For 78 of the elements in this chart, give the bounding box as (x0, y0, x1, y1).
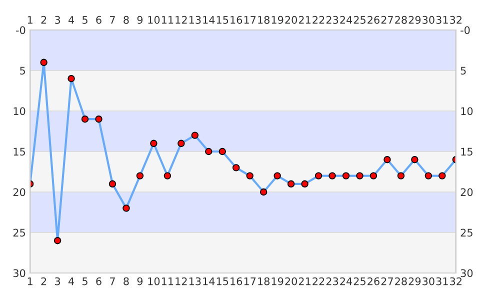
x2-tick-label: 27 (381, 16, 393, 24)
x-tick-label: 24 (340, 277, 352, 286)
x2-tick-label: 6 (96, 16, 102, 24)
x2-tick-label: 29 (408, 16, 421, 24)
x-tick-label: 9 (137, 277, 143, 286)
x-tick-label: 15 (216, 277, 228, 286)
x-tick-label: 7 (110, 277, 115, 286)
x2-tick-label: 18 (258, 16, 270, 24)
x2-tick-label: 2 (41, 16, 46, 24)
x-tick-label: 26 (368, 277, 380, 286)
x-tick-label: 30 (422, 277, 434, 286)
y-tick-label: 20 (13, 188, 26, 196)
x-tick-label: 8 (124, 277, 129, 286)
x2-tick-label: 23 (326, 16, 338, 24)
y-tick-label: 5 (20, 66, 25, 75)
x2-tick-label: 13 (189, 16, 201, 24)
x-tick-label: 16 (230, 277, 242, 286)
x2-tick-label: 31 (436, 16, 448, 24)
x2-tick-label: 5 (82, 16, 88, 24)
x2-tick-label: 20 (285, 16, 297, 24)
x2-tick-label: 19 (272, 16, 284, 24)
x-tick-label: 21 (298, 277, 310, 286)
y-tick-label: 10 (14, 107, 26, 116)
x2-tick-label: 22 (312, 16, 324, 24)
x-tick-label: 20 (285, 277, 297, 286)
x-tick-label: 13 (189, 277, 201, 286)
x2-tick-label: 30 (422, 16, 434, 24)
x2-tick-label: 24 (340, 16, 352, 24)
x2-tick-label: 17 (244, 16, 256, 24)
y2-tick-label: 15 (461, 148, 472, 156)
x-tick-label: 1 (28, 277, 32, 286)
x-tick-label: 11 (162, 277, 174, 286)
x2-tick-label: 3 (55, 16, 60, 24)
x-tick-label: 19 (272, 277, 284, 286)
x-tick-label: 28 (395, 277, 407, 286)
x-tick-label: 31 (436, 277, 448, 286)
x-tick-label: 27 (381, 277, 393, 286)
x2-tick-label: 16 (230, 16, 242, 24)
x2-tick-label: 7 (110, 16, 115, 24)
y-tick-label: 25 (13, 228, 25, 237)
x-tick-label: 17 (244, 277, 256, 286)
x2-tick-label: 14 (203, 16, 215, 24)
x2-tick-label: 10 (148, 16, 160, 24)
x2-tick-label: 12 (176, 16, 187, 24)
x2-tick-label: 25 (354, 16, 366, 24)
x2-tick-label: 11 (162, 16, 174, 24)
y2-tick-label: -0 (460, 26, 470, 34)
x2-tick-label: 28 (395, 16, 407, 24)
y2-tick-label: 30 (460, 269, 473, 278)
x-tick-label: 6 (96, 277, 102, 286)
x-tick-label: 4 (68, 277, 74, 286)
x2-tick-label: 26 (368, 16, 380, 24)
x-tick-label: 12 (176, 277, 187, 286)
x2-tick-label: 21 (298, 16, 310, 24)
x-tick-label: 18 (258, 277, 270, 286)
x-tick-label: 22 (312, 277, 324, 286)
x2-tick-label: 1 (28, 16, 32, 24)
y2-tick-label: 5 (460, 66, 466, 75)
x-tick-label: 2 (41, 277, 46, 286)
x2-tick-label: 9 (137, 16, 143, 24)
x-tick-label: 3 (55, 277, 60, 286)
y-tick-label: 30 (13, 269, 26, 278)
x-tick-label: 10 (148, 277, 160, 286)
x-tick-label: 14 (203, 277, 215, 286)
x-tick-label: 25 (354, 277, 366, 286)
y-tick-label: 15 (14, 148, 25, 156)
y-tick-label: -0 (16, 26, 26, 34)
x2-tick-label: 32 (450, 16, 462, 24)
y2-tick-label: 20 (460, 188, 473, 196)
x2-tick-label: 15 (216, 16, 228, 24)
x-tick-label: 5 (82, 277, 88, 286)
x2-tick-label: 8 (124, 16, 129, 24)
x2-tick-label: 4 (68, 16, 74, 24)
y2-tick-label: 25 (460, 228, 472, 237)
y2-tick-label: 10 (461, 107, 473, 116)
x-tick-label: 23 (326, 277, 338, 286)
x-tick-label: 32 (450, 277, 462, 286)
x-tick-label: 29 (408, 277, 421, 286)
